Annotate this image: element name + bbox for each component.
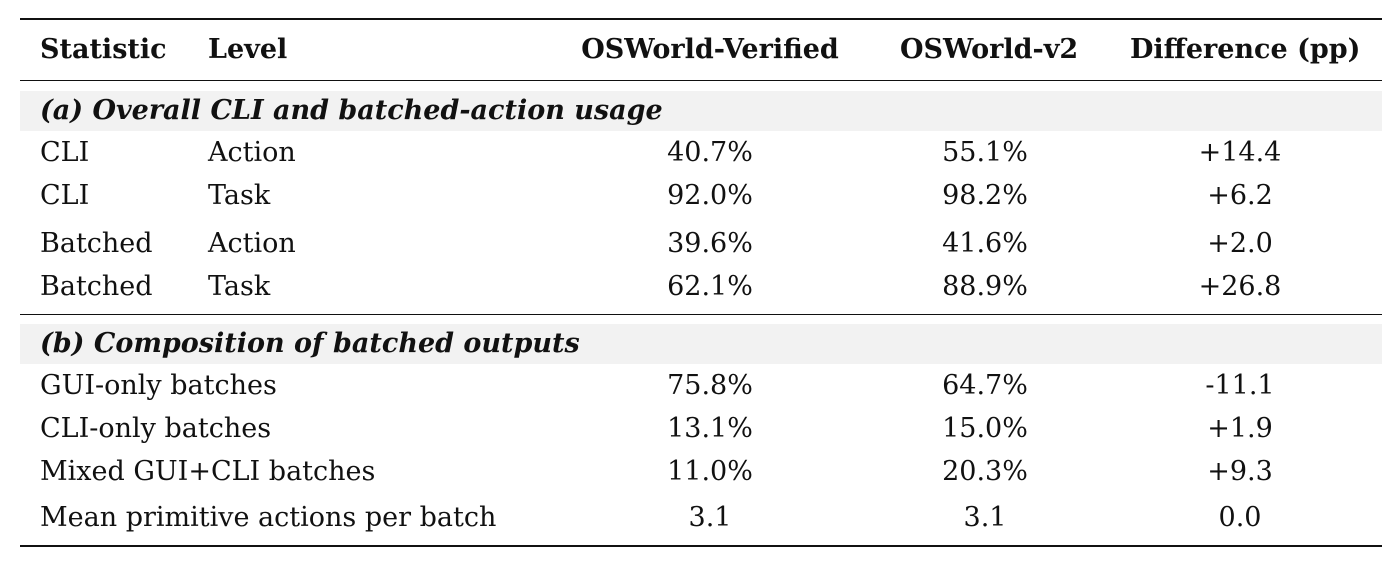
row-verified: 11.0% [667, 456, 753, 487]
row-diff: 0.0 [1218, 502, 1262, 533]
row-v2: 15.0% [942, 413, 1028, 444]
section-a-title-row: (a) Overall CLI and batched-action usage [20, 91, 1382, 131]
section-rule [20, 314, 1382, 315]
row-v2: 3.1 [963, 502, 1007, 533]
row-statistic: Mixed GUI+CLI batches [40, 456, 376, 487]
row-verified: 40.7% [667, 137, 753, 168]
row-level: Action [208, 228, 296, 259]
top-rule [20, 18, 1382, 20]
row-diff: +26.8 [1198, 271, 1282, 302]
row-statistic: GUI-only batches [40, 370, 277, 401]
table-row: Mixed GUI+CLI batches 11.0% 20.3% +9.3 [20, 450, 1382, 493]
row-statistic: CLI [40, 137, 90, 168]
row-verified: 3.1 [688, 502, 732, 533]
row-statistic: Batched [40, 271, 153, 302]
header-row: Statistic Level OSWorld-Verified OSWorld… [20, 20, 1382, 80]
row-statistic: Batched [40, 228, 153, 259]
header-osworld-verified: OSWorld-Verified [581, 34, 839, 65]
header-osworld-v2: OSWorld-v2 [900, 34, 1079, 65]
row-level: Task [208, 180, 271, 211]
table-row: CLI-only batches 13.1% 15.0% +1.9 [20, 407, 1382, 450]
row-verified: 92.0% [667, 180, 753, 211]
header-level: Level [208, 34, 288, 65]
row-statistic: CLI-only batches [40, 413, 272, 444]
results-table: Statistic Level OSWorld-Verified OSWorld… [20, 18, 1382, 547]
section-b-title-row: (b) Composition of batched outputs [20, 324, 1382, 364]
row-verified: 62.1% [667, 271, 753, 302]
header-rule [20, 80, 1382, 81]
row-v2: 20.3% [942, 456, 1028, 487]
row-diff: +6.2 [1207, 180, 1273, 211]
table-row: CLI Task 92.0% 98.2% +6.2 [20, 174, 1382, 217]
row-diff: +1.9 [1207, 413, 1273, 444]
section-a-title: (a) Overall CLI and batched-action usage [40, 95, 663, 126]
row-diff: -11.1 [1205, 370, 1275, 401]
row-v2: 41.6% [942, 228, 1028, 259]
row-level: Task [208, 271, 271, 302]
table-row: Batched Task 62.1% 88.9% +26.8 [20, 265, 1382, 314]
row-statistic: Mean primitive actions per batch [40, 502, 497, 533]
row-level: Action [208, 137, 296, 168]
row-statistic: CLI [40, 180, 90, 211]
row-verified: 39.6% [667, 228, 753, 259]
header-statistic: Statistic [40, 34, 167, 65]
table-row: Mean primitive actions per batch 3.1 3.1… [20, 493, 1382, 545]
header-difference: Difference (pp) [1130, 34, 1361, 65]
section-b-title: (b) Composition of batched outputs [40, 328, 580, 359]
row-v2: 55.1% [942, 137, 1028, 168]
row-v2: 88.9% [942, 271, 1028, 302]
table-row: Batched Action 39.6% 41.6% +2.0 [20, 222, 1382, 265]
row-verified: 75.8% [667, 370, 753, 401]
row-diff: +9.3 [1207, 456, 1273, 487]
row-diff: +14.4 [1198, 137, 1282, 168]
row-v2: 64.7% [942, 370, 1028, 401]
row-diff: +2.0 [1207, 228, 1273, 259]
table-row: GUI-only batches 75.8% 64.7% -11.1 [20, 364, 1382, 407]
bottom-rule [20, 545, 1382, 547]
row-verified: 13.1% [667, 413, 753, 444]
row-v2: 98.2% [942, 180, 1028, 211]
table-row: CLI Action 40.7% 55.1% +14.4 [20, 131, 1382, 174]
